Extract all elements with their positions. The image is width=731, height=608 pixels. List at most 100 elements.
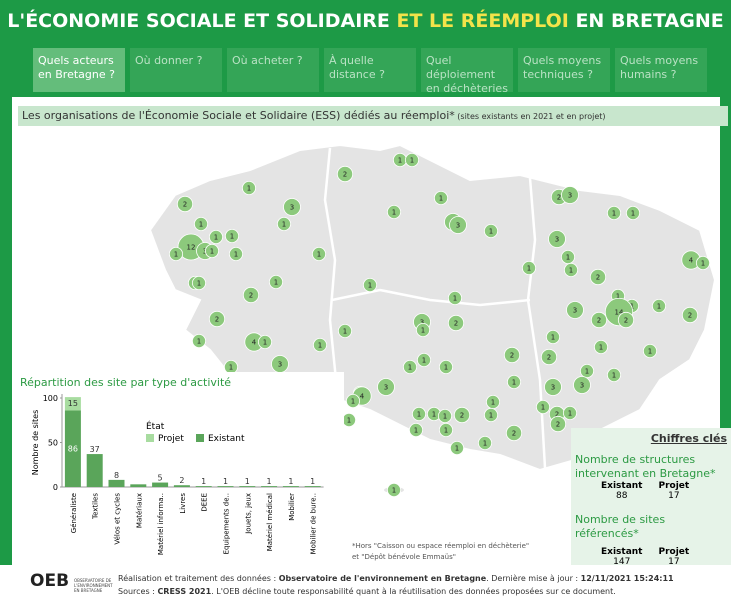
x-tick-label: Mobilier de bure.. <box>310 493 318 554</box>
site-circle <box>573 376 591 394</box>
site-label: 1 <box>541 404 545 412</box>
value-label: 1 <box>223 477 228 486</box>
y-axis-label: Nombre de sites <box>31 410 40 476</box>
site-circle <box>607 205 622 220</box>
site-circle <box>191 333 206 348</box>
site-circle <box>386 482 401 497</box>
site-circle <box>276 216 291 231</box>
bar <box>173 485 190 487</box>
site-circle <box>283 198 301 216</box>
site-circle <box>696 255 711 270</box>
title-part: L'ÉCONOMIE SOCIALE ET SOLIDAIRE <box>7 10 397 32</box>
logo-caption: OBSERVATOIRE DE L'ENVIRONNEMENT EN BRETA… <box>74 578 113 593</box>
value-label: 37 <box>90 445 100 454</box>
site-circle <box>548 230 566 248</box>
site-circle <box>564 262 579 277</box>
site-label: 1 <box>199 221 203 229</box>
site-circle <box>607 367 622 382</box>
site-label: 1 <box>318 342 322 350</box>
site-label: 2 <box>460 412 464 420</box>
tab[interactable]: Où acheter ? <box>227 48 321 92</box>
tab[interactable]: Quels moyens techniques ? <box>518 48 612 92</box>
site-label: 1 <box>263 339 267 347</box>
site-circle <box>566 301 584 319</box>
tab[interactable]: Quels acteurs en Bretagne ? <box>33 48 127 92</box>
site-circle <box>483 223 498 238</box>
site-label: 1 <box>197 280 201 288</box>
footer-text: Observatoire de l'environnement en Breta… <box>278 574 487 583</box>
site-circle <box>362 277 377 292</box>
site-label: 1 <box>453 295 457 303</box>
site-label: 1 <box>247 185 251 193</box>
x-tick-label: Equipements de.. <box>223 493 231 554</box>
site-circle <box>522 260 537 275</box>
site-label: 1 <box>455 445 459 453</box>
footer-text: Réalisation et traitement des données : <box>118 574 279 583</box>
value-label: 1 <box>288 477 293 486</box>
site-label: 1 <box>599 344 603 352</box>
bar <box>261 486 278 487</box>
site-label: 2 <box>555 411 559 419</box>
site-circle <box>208 310 226 328</box>
site-circle <box>224 228 239 243</box>
site-label: 1 <box>612 210 616 218</box>
site-circle <box>506 374 521 389</box>
header-title: L'ÉCONOMIE SOCIALE ET SOLIDAIRE ET LE RÉ… <box>0 10 731 32</box>
value-label: 5 <box>158 474 163 483</box>
site-circle <box>483 407 498 422</box>
site-label: 3 <box>420 319 424 327</box>
site-label: 1 <box>483 440 487 448</box>
x-tick-label: Généraliste <box>70 493 78 533</box>
site-circle <box>404 152 419 167</box>
footer-text: CRESS 2021 <box>157 587 212 596</box>
x-tick-label: Vélos et cycles <box>114 493 122 545</box>
tab[interactable]: Quels moyens humains ? <box>615 48 709 92</box>
x-tick-label: Jouets, jeux <box>244 493 252 535</box>
site-label: 3 <box>568 192 572 200</box>
key-title: Chiffres clés <box>650 432 727 445</box>
site-circle <box>438 359 453 374</box>
key-value: 88 <box>616 491 628 501</box>
site-circle <box>312 337 327 352</box>
tab[interactable]: Où donner ? <box>130 48 224 92</box>
value-label: 1 <box>310 477 315 486</box>
site-label: 1 <box>210 248 214 256</box>
site-label: 1 <box>230 233 234 241</box>
site-circle <box>549 415 567 433</box>
site-label: 1 <box>631 210 635 218</box>
key-figures: Chiffres clés Nombre de structures inter… <box>571 428 731 567</box>
value-label: 1 <box>267 477 272 486</box>
map-note: et "Dépôt bénévole Emmaüs" <box>352 553 456 561</box>
tab[interactable]: Quel déploiement en déchèteries ? <box>421 48 515 109</box>
site-label: 1 <box>444 364 448 372</box>
site-circle <box>377 378 395 396</box>
site-circle <box>345 393 360 408</box>
site-label: 1 <box>569 267 573 275</box>
site-label: 1 <box>566 254 570 262</box>
site-label: 1 <box>398 157 402 165</box>
bar <box>64 397 81 411</box>
site-circle <box>449 216 467 234</box>
footer-line: Réalisation et traitement des données : … <box>118 574 674 583</box>
site-label: 12 <box>187 244 196 252</box>
site-circle <box>505 424 523 442</box>
site-circle <box>228 246 243 261</box>
chart-background <box>14 372 344 565</box>
site-label: 2 <box>557 194 561 202</box>
x-tick-label: Matériel médical <box>266 493 274 551</box>
footer-line: Sources : CRESS 2021. L'OEB décline tout… <box>118 587 616 596</box>
x-tick-label: Livres <box>179 493 187 514</box>
footer-text: . Dernière mise à jour : <box>486 574 581 583</box>
site-label: 1 <box>616 293 620 301</box>
tab[interactable]: À quelle distance ? <box>324 48 418 92</box>
site-circle <box>589 268 607 286</box>
site-label: 1 <box>368 282 372 290</box>
key-header: Existant <box>601 547 643 557</box>
logo: OEB <box>30 571 70 591</box>
site-circle <box>204 243 219 258</box>
site-label: 1 <box>417 411 421 419</box>
site-label: 1 <box>414 427 418 435</box>
value-label: 15 <box>68 399 78 408</box>
site-circle <box>449 440 464 455</box>
site-label: 4 <box>252 339 257 347</box>
